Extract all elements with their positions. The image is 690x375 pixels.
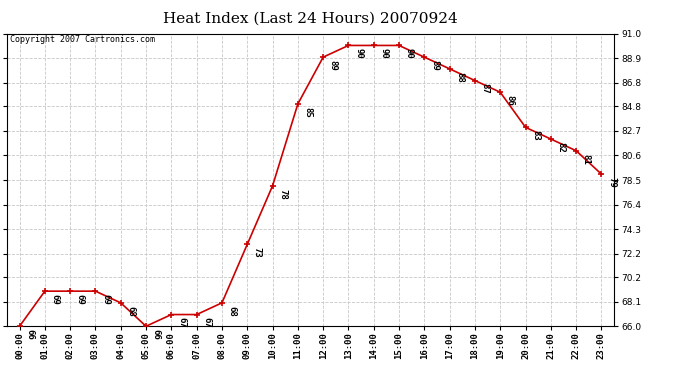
Text: 69: 69 (76, 294, 85, 304)
Text: 90: 90 (404, 48, 413, 59)
Text: 66: 66 (25, 329, 34, 340)
Text: 81: 81 (582, 153, 591, 164)
Text: Heat Index (Last 24 Hours) 20070924: Heat Index (Last 24 Hours) 20070924 (163, 11, 458, 25)
Text: 66: 66 (152, 329, 161, 340)
Text: 86: 86 (506, 95, 515, 106)
Text: 67: 67 (177, 317, 186, 328)
Text: 85: 85 (304, 107, 313, 117)
Text: 83: 83 (531, 130, 540, 141)
Text: Copyright 2007 Cartronics.com: Copyright 2007 Cartronics.com (10, 35, 155, 44)
Text: 68: 68 (228, 306, 237, 316)
Text: 90: 90 (354, 48, 363, 59)
Text: 90: 90 (380, 48, 388, 59)
Text: 79: 79 (607, 177, 616, 188)
Text: 69: 69 (50, 294, 59, 304)
Text: 67: 67 (202, 317, 211, 328)
Text: 69: 69 (101, 294, 110, 304)
Text: 73: 73 (253, 247, 262, 258)
Text: 82: 82 (556, 142, 565, 153)
Text: 89: 89 (328, 60, 337, 70)
Text: 78: 78 (278, 189, 287, 200)
Text: 88: 88 (455, 72, 464, 82)
Text: 89: 89 (430, 60, 439, 70)
Text: 87: 87 (480, 83, 489, 94)
Text: 68: 68 (126, 306, 135, 316)
